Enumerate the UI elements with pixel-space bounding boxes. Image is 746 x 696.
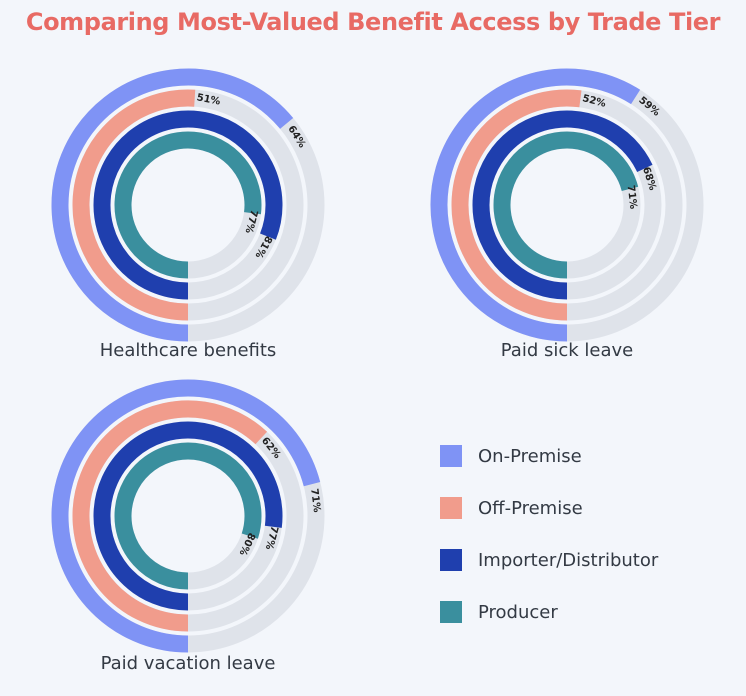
value-label-off-premise: 51% [196, 92, 222, 107]
legend-swatch-importer-distributor [440, 549, 462, 571]
value-label-producer: 71% [625, 185, 639, 210]
legend-item-off-premise: Off-Premise [440, 482, 730, 534]
paid-vacation-leave-chart: 71% 62% 77% 80% [48, 376, 328, 656]
paid-sick-leave-label: Paid sick leave [500, 340, 634, 361]
chart-title: Comparing Most-Valued Benefit Access by … [25, 8, 721, 36]
legend-swatch-on-premise [440, 445, 462, 467]
ring-arc-producer [493, 131, 639, 279]
healthcare-benefits-svg: 64%51%81%77% [51, 68, 325, 342]
healthcare-benefits-chart: 64% 51% 81% 77% [48, 65, 328, 345]
paid-sick-leave-chart: 59% 52% 68% 71% [427, 65, 707, 345]
ring-arc-off-premise [72, 400, 268, 632]
ring-arc-producer [114, 442, 262, 590]
ring-arc-on-premise [51, 68, 294, 342]
ring-arc-producer [114, 131, 262, 279]
legend-label: Importer/Distributor [478, 549, 659, 571]
legend-item-on-premise: On-Premise [440, 430, 730, 482]
ring-arc-on-premise [430, 68, 641, 342]
legend: On-Premise Off-Premise Importer/Distribu… [440, 430, 730, 638]
legend-item-producer: Producer [440, 586, 730, 638]
ring-arc-off-premise [451, 89, 582, 321]
legend-swatch-producer [440, 601, 462, 623]
value-label-on-premise: 71% [308, 488, 322, 513]
legend-label: Off-Premise [478, 497, 583, 519]
paid-vacation-leave-label: Paid vacation leave [100, 653, 276, 674]
ring-arc-on-premise [51, 379, 321, 653]
ring-arc-importer-distributor [93, 421, 283, 611]
paid-vacation-leave-svg: 71%62%77%80% [51, 379, 325, 653]
ring-arc-importer-distributor [472, 110, 653, 300]
legend-swatch-off-premise [440, 497, 462, 519]
ring-arc-off-premise [72, 89, 196, 321]
legend-label: Producer [478, 601, 558, 623]
paid-sick-leave-svg: 59%52%68%71% [430, 68, 704, 342]
legend-item-importer-distributor: Importer/Distributor [440, 534, 730, 586]
healthcare-benefits-label: Healthcare benefits [99, 340, 277, 361]
legend-label: On-Premise [478, 445, 582, 467]
ring-arc-importer-distributor [93, 110, 283, 300]
